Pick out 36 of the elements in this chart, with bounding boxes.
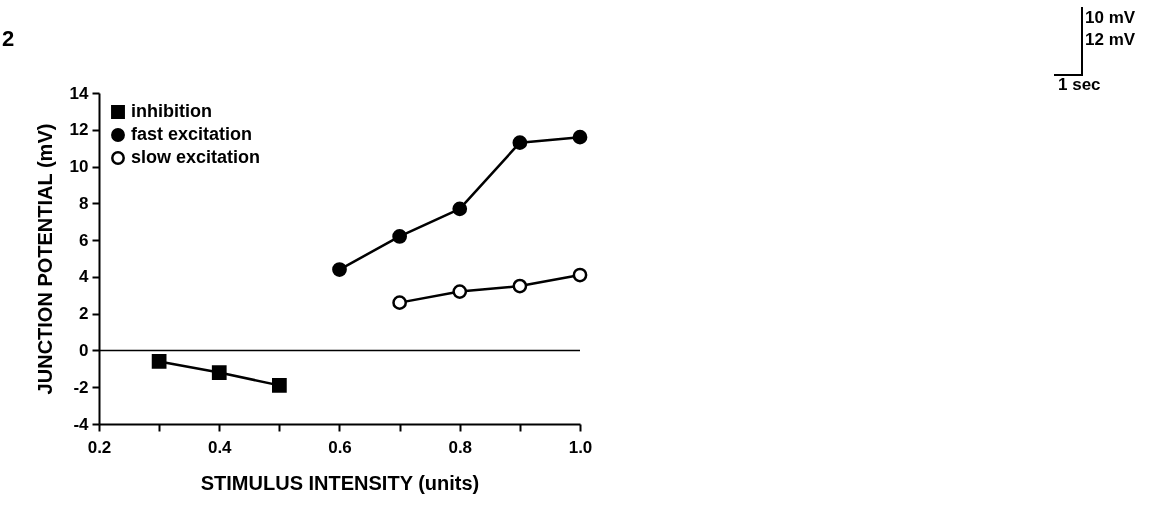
- point: [572, 129, 588, 145]
- point: [452, 284, 468, 299]
- x-axis-title: STIMULUS INTENSITY (units): [200, 471, 480, 494]
- point: [512, 278, 528, 294]
- legend-label: slow excitation: [131, 147, 261, 167]
- x-tick-label: 0.6: [328, 437, 352, 457]
- y-axis-title: JUNCTION POTENTIAL (mV): [33, 123, 56, 395]
- y-tick-label: -2: [73, 377, 89, 397]
- x-tick-label: 0.8: [448, 437, 473, 457]
- point: [392, 229, 407, 244]
- text: 10 mV: [1085, 8, 1136, 28]
- point: [272, 378, 287, 393]
- legend-label: inhibition: [131, 101, 212, 121]
- point: [151, 354, 167, 369]
- y-tick-label: 8: [79, 193, 89, 213]
- chart-title: 2: [2, 26, 15, 52]
- y-tick-label: 2: [79, 304, 89, 324]
- point: [512, 135, 528, 151]
- x-tick-label: 0.4: [207, 437, 233, 457]
- y-tick-label: 14: [69, 83, 90, 103]
- point: [392, 295, 407, 310]
- y-tick-label: -4: [73, 414, 90, 434]
- point: [332, 262, 347, 277]
- x-tick-label: 0.2: [87, 437, 112, 457]
- y-tick-label: 12: [69, 120, 89, 140]
- y-tick-label: 4: [79, 267, 90, 287]
- legend-label: fast excitation: [131, 124, 253, 144]
- text: 12 mV: [1085, 30, 1136, 50]
- x-tick-label: 1.0: [568, 437, 593, 457]
- point: [572, 267, 588, 283]
- y-tick-label: 0: [79, 340, 89, 360]
- point: [211, 365, 227, 380]
- y-tick-label: 10: [69, 157, 89, 177]
- point: [452, 201, 468, 217]
- y-tick-label: 6: [79, 230, 89, 250]
- text: 1 sec: [1058, 75, 1101, 95]
